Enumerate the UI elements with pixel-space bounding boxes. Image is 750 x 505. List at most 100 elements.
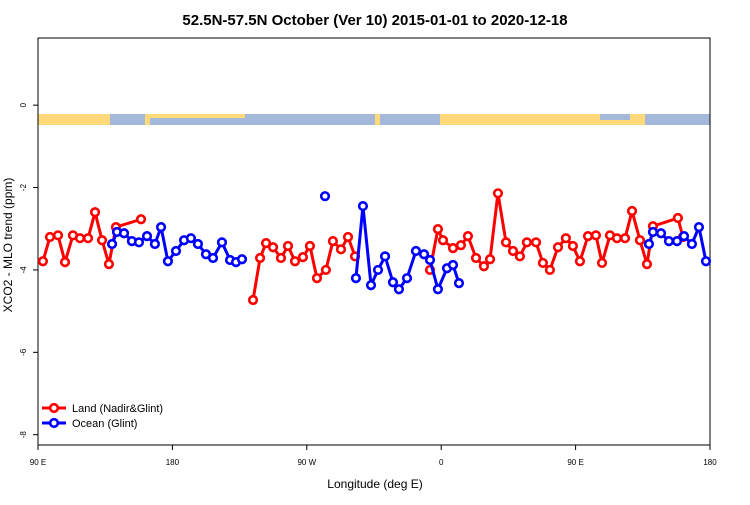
point [432,224,444,235]
point [44,231,56,243]
point [507,245,519,257]
point [155,221,167,233]
point [521,237,533,248]
point [207,252,219,264]
point [634,235,646,246]
point [671,235,683,247]
point [537,257,548,269]
point [582,231,594,242]
point [672,212,683,224]
point [37,256,49,267]
point [655,228,667,239]
point [236,254,248,265]
point [596,257,608,269]
series [106,191,712,295]
point [254,252,266,264]
point [59,256,71,268]
point [387,277,399,288]
x-tick-label: 90 E [567,458,583,467]
point [320,264,332,276]
point [447,242,459,254]
y-tick-label: -8 [19,431,28,439]
point [492,188,504,199]
point [216,237,228,248]
point [693,221,705,233]
point [647,226,659,238]
point [311,273,323,284]
point [89,207,101,218]
point [335,244,347,255]
x-axis-label: Longitude (deg E) [327,477,422,491]
point [686,238,698,250]
point [170,245,182,257]
point [619,233,631,244]
point [424,254,436,266]
point [247,294,259,306]
point [106,238,118,250]
legend-marker [48,417,60,429]
point [663,235,675,247]
point [500,237,512,248]
point [52,230,64,241]
point [357,200,369,212]
legend-marker [48,402,60,414]
point [133,237,145,248]
point [289,256,301,267]
point [275,252,287,264]
plot-frame [37,37,711,446]
series [37,188,689,306]
y-tick-label: 0 [19,102,28,107]
legend-label: Ocean (Glint) [72,418,137,430]
point [135,214,147,225]
point [379,251,391,262]
point [514,251,525,262]
point [96,235,108,246]
point [365,280,377,291]
y-tick-label: -6 [19,348,28,356]
x-tick-label: 90 W [297,458,316,467]
point [590,230,602,241]
point [611,233,623,244]
chart-title: 52.5N-57.5N October (Ver 10) 2015-01-01 … [182,12,567,29]
point [319,191,331,202]
point [447,259,459,271]
point [574,256,586,267]
y-axis-label: XCO2 - MLO trend (ppm) [1,178,15,313]
point [297,252,309,263]
point [560,233,571,244]
point [530,237,542,248]
point [118,228,130,239]
point [82,233,94,244]
point [470,252,482,264]
x-tick-label: 0 [439,458,444,467]
y-tick-label: -4 [19,266,28,274]
point [192,238,204,250]
map-strip [38,114,710,125]
point [437,235,449,246]
point [641,259,653,270]
point [700,256,712,267]
point [342,231,354,243]
point [304,240,316,252]
point [185,233,197,244]
x-tick-label: 180 [703,458,717,467]
point [462,231,474,242]
x-tick-label: 90 E [30,458,46,467]
y-tick-label: -2 [19,183,28,191]
point [401,273,413,284]
point [327,235,339,247]
point [410,245,422,257]
point [418,249,430,260]
point [643,238,655,250]
point [544,264,556,276]
point [74,233,86,244]
point [393,284,405,295]
point [149,238,161,250]
point [141,231,153,242]
point [478,261,490,272]
point [260,238,272,249]
point [453,278,465,289]
point [372,264,384,276]
point [626,205,638,217]
